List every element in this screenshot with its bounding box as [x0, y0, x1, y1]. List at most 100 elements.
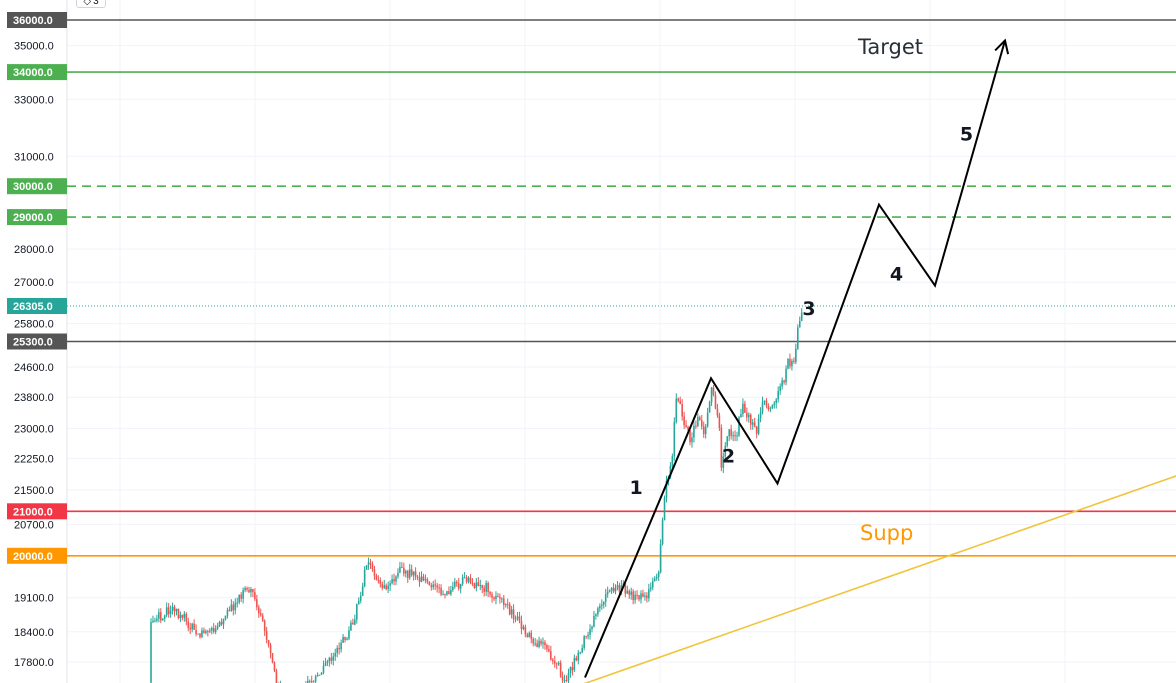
indicator-count: 3 [93, 0, 99, 7]
y-tick-label: 23000.0 [14, 423, 54, 435]
candle-body [693, 425, 695, 438]
candle-body [461, 577, 464, 584]
candle-body [207, 631, 209, 633]
candle-body [403, 567, 405, 574]
candle-body [377, 580, 380, 582]
candle-body [167, 607, 170, 615]
candle-body [455, 581, 458, 584]
candle-body [524, 627, 527, 635]
candle-body [732, 435, 734, 437]
candle-body [726, 436, 729, 446]
candle-body [571, 667, 574, 671]
candle-body [432, 584, 435, 588]
candle-body [579, 652, 582, 654]
wave-label-4: 4 [890, 264, 903, 286]
candle-body [199, 633, 201, 637]
candle-body [561, 676, 564, 681]
wave-polyline [584, 40, 1006, 678]
y-tick-label: 18400.0 [14, 627, 54, 639]
candle-body [365, 565, 368, 570]
price-level-badge-label: 30000.0 [13, 181, 53, 193]
candle-body [501, 598, 503, 600]
candle-body [469, 577, 472, 583]
candle-body [477, 582, 480, 586]
candle-body [679, 400, 681, 404]
candle-body [187, 621, 190, 628]
candle-body [269, 644, 272, 654]
candle-body [457, 583, 460, 589]
candle-body [634, 594, 636, 601]
candle-body [440, 587, 442, 595]
candle-body [369, 562, 372, 565]
candle-body [405, 571, 407, 574]
candle-body [522, 627, 525, 629]
candle-body [606, 591, 609, 595]
candle-body [651, 581, 654, 588]
candle-body [540, 640, 542, 644]
candle-body [553, 661, 556, 664]
candle-body [767, 405, 770, 410]
candle-body [408, 569, 411, 578]
support-trendline [583, 475, 1176, 683]
candle-body [328, 657, 331, 662]
candle-body [644, 595, 646, 597]
candle-body [173, 606, 176, 612]
indicator-widget[interactable]: ◇ 3 [76, 0, 106, 8]
candle-body [273, 662, 276, 671]
candle-body [550, 651, 552, 660]
supp-label: Supp [860, 521, 913, 545]
candle-body [763, 400, 766, 402]
candle-body [154, 620, 156, 622]
candle-body [385, 585, 387, 590]
candle-body [673, 421, 676, 457]
candle-body [467, 577, 470, 582]
candle-body [244, 588, 246, 591]
candle-body [308, 680, 311, 682]
candle-body [728, 429, 730, 437]
candle-body [761, 401, 764, 413]
candle-body [510, 609, 513, 615]
candle-body [465, 577, 468, 582]
candle-body [228, 610, 231, 612]
candle-body [659, 543, 662, 573]
horizontal-grid [67, 45, 1176, 663]
candle-body [742, 403, 744, 415]
price-level-badge [7, 503, 67, 520]
price-level-badge [7, 64, 67, 81]
candle-body [344, 636, 346, 640]
candle-body [624, 583, 627, 594]
candle-body [446, 591, 448, 595]
candle-body [183, 613, 186, 618]
candle-body [771, 405, 774, 409]
candle-body [393, 579, 395, 582]
candle-body [263, 620, 266, 631]
y-tick-label: 28000.0 [14, 244, 54, 256]
candle-body [661, 520, 664, 544]
candle-body [357, 600, 360, 605]
candle-body [258, 607, 260, 614]
candle-body [506, 604, 509, 606]
candle-body [497, 596, 499, 598]
candle-body [716, 408, 719, 416]
candle-body [177, 608, 180, 619]
candle-body [534, 643, 536, 645]
y-tick-label: 21500.0 [14, 485, 54, 497]
candle-body [248, 589, 250, 593]
candle-body [702, 426, 705, 435]
candle-body [179, 614, 182, 619]
candle-body [252, 588, 254, 593]
candle-body [387, 585, 389, 590]
candle-body [438, 587, 440, 589]
candle-body [787, 358, 789, 369]
candle-body [789, 358, 791, 367]
candle-body [536, 643, 538, 648]
candle-body [189, 627, 191, 630]
candle-body [675, 398, 678, 422]
candle-body [595, 614, 597, 616]
candle-body [555, 663, 558, 665]
wave-label-2: 2 [722, 446, 735, 468]
candle-body [410, 569, 413, 576]
candle-body [463, 577, 466, 579]
candle-body [356, 604, 358, 620]
